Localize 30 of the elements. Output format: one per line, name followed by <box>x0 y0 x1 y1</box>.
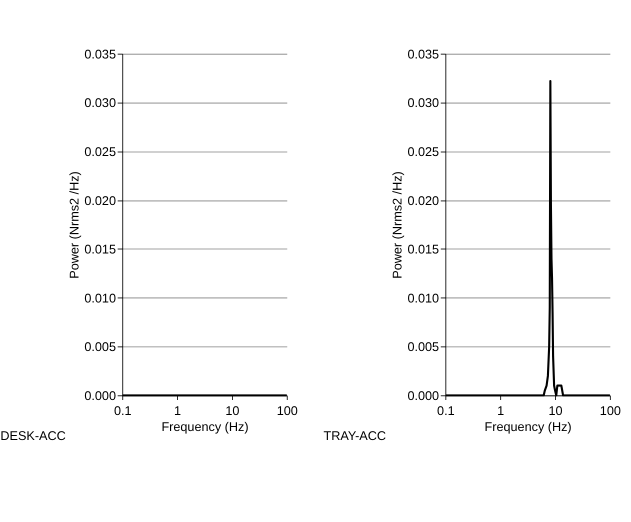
x-tick-label: 0.1 <box>114 404 132 418</box>
text: DESK-ACC <box>0 429 66 444</box>
y-tick-label: 0.015 <box>407 242 440 257</box>
y-tick-label: 0.035 <box>84 47 116 62</box>
x-tick-label: 100 <box>276 404 298 418</box>
y-tick-label: 0.015 <box>84 242 116 257</box>
y-axis-title: Power (Nrms2 /Hz) <box>67 171 82 279</box>
y-tick-label: 0.005 <box>407 340 440 354</box>
y-tick-label: 0.030 <box>407 96 440 110</box>
x-tick-label: 0.1 <box>437 404 455 418</box>
text: TRAY-ACC <box>323 429 386 444</box>
y-tick-label: 0.035 <box>407 47 440 62</box>
y-tick-label: 0.005 <box>84 340 116 354</box>
y-tick-label: 0.025 <box>407 144 440 159</box>
y-tick-label: 0.020 <box>407 194 440 208</box>
x-tick-label: 10 <box>225 404 240 418</box>
x-axis-title: Frequency (Hz) <box>484 420 572 434</box>
x-tick-label: 1 <box>497 404 504 418</box>
y-tick-label: 0.030 <box>84 96 116 110</box>
y-axis-title: Power (Nrms2 /Hz) <box>390 171 405 279</box>
x-tick-label: 100 <box>600 404 621 418</box>
x-tick-label: 10 <box>548 404 563 418</box>
x-tick-label: 1 <box>174 404 182 418</box>
y-tick-label: 0.000 <box>407 389 440 404</box>
x-axis-title: Frequency (Hz) <box>161 420 249 434</box>
y-tick-label: 0.000 <box>84 389 116 404</box>
y-tick-label: 0.020 <box>84 194 116 208</box>
y-tick-label: 0.010 <box>407 291 440 306</box>
y-tick-label: 0.025 <box>84 144 116 159</box>
y-tick-label: 0.010 <box>84 291 116 306</box>
